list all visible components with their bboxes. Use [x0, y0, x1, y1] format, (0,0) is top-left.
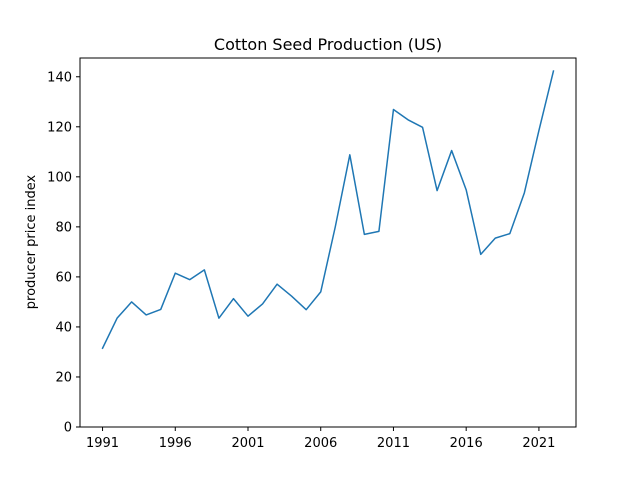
y-tick-label: 80	[55, 220, 72, 235]
chart-title: Cotton Seed Production (US)	[214, 35, 442, 54]
x-tick-label: 2016	[450, 436, 483, 451]
y-tick-label: 40	[55, 320, 72, 335]
y-axis-label: producer price index	[24, 174, 39, 309]
y-tick-label: 60	[55, 270, 72, 285]
x-tick-label: 1996	[159, 436, 192, 451]
x-tick-label: 1991	[86, 436, 119, 451]
x-axis: 1991 1996 2001 2006 2011 2016 2021	[86, 427, 555, 451]
series-line	[101, 70, 555, 350]
y-axis: 0 20 40 60 80 100 120 140	[47, 70, 80, 436]
y-tick-label: 0	[64, 421, 72, 436]
y-tick-label: 140	[47, 70, 72, 85]
y-tick-label: 100	[47, 170, 72, 185]
y-tick-label: 120	[47, 120, 72, 135]
plot-frame	[79, 57, 577, 428]
plot-area	[101, 70, 555, 350]
x-tick-label: 2011	[377, 436, 410, 451]
x-tick-label: 2021	[522, 436, 555, 451]
x-tick-label: 2006	[304, 436, 337, 451]
x-tick-label: 2001	[231, 436, 264, 451]
y-tick-label: 20	[55, 370, 72, 385]
